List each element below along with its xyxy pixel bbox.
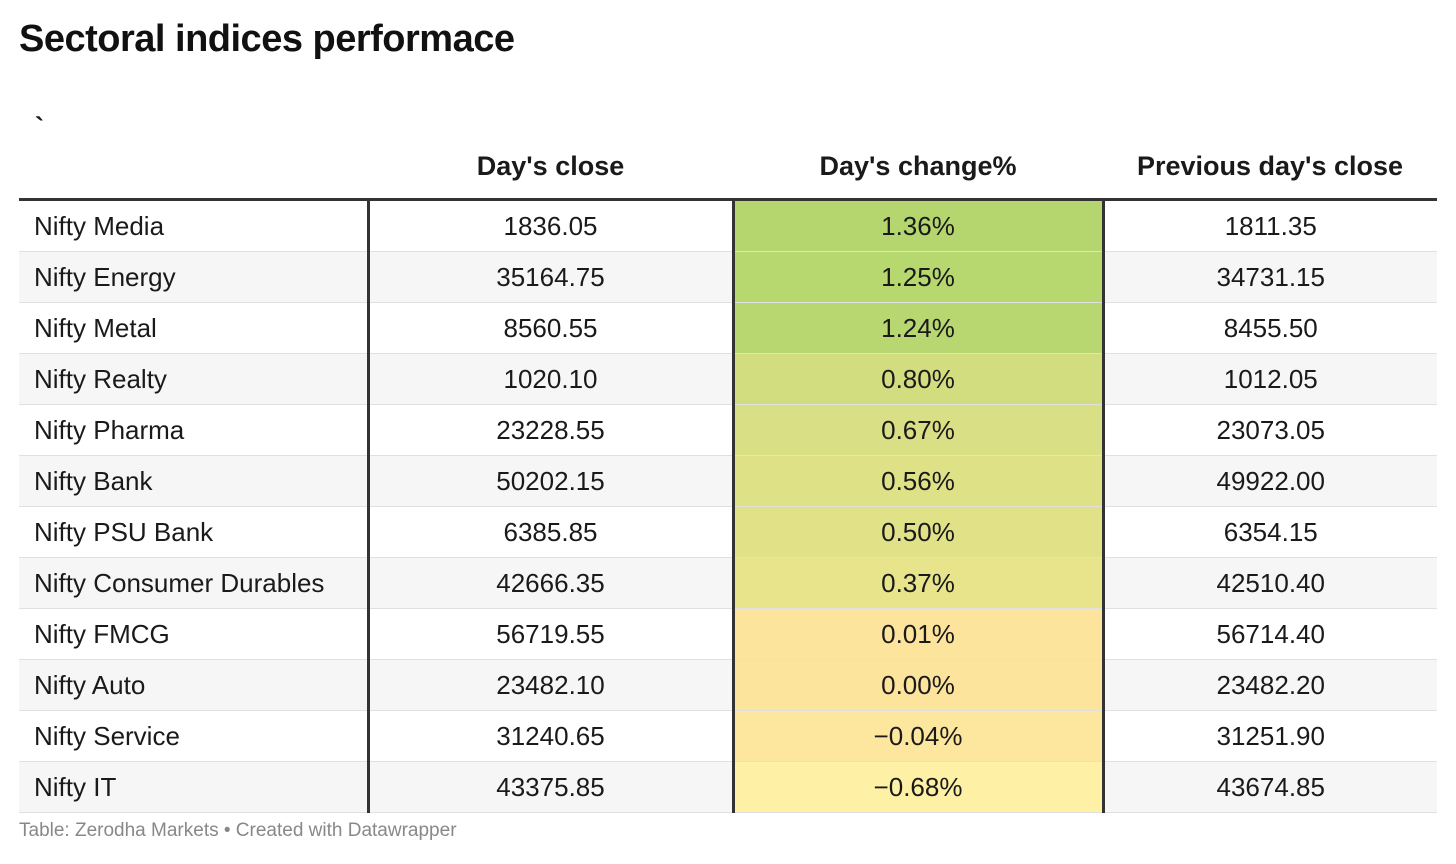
previous-close-cell: 8455.50 (1103, 302, 1437, 354)
table-row: Nifty Realty 1020.10 0.80% 1012.05 (19, 353, 1437, 405)
sector-name-cell: Nifty Service (19, 710, 370, 762)
previous-close-cell: 6354.15 (1103, 506, 1437, 558)
days-close-cell: 8560.55 (368, 302, 735, 354)
previous-close-cell: 23073.05 (1103, 404, 1437, 456)
days-change-cell: 0.37% (733, 557, 1105, 609)
data-table-container: ` Day's close Day's change% Previous day… (19, 98, 1437, 813)
source-footer: Table: Zerodha Markets • Created with Da… (19, 820, 457, 841)
column-header-days-change[interactable]: Day's change% (733, 98, 1103, 201)
table-row: Nifty Energy 35164.75 1.25% 34731.15 (19, 251, 1437, 303)
previous-close-cell: 34731.15 (1103, 251, 1437, 303)
previous-close-cell: 31251.90 (1103, 710, 1437, 762)
days-close-cell: 35164.75 (368, 251, 735, 303)
previous-close-cell: 1811.35 (1103, 199, 1437, 252)
column-header-name[interactable]: ` (19, 98, 368, 201)
sector-name-cell: Nifty IT (19, 761, 370, 813)
days-close-cell: 6385.85 (368, 506, 735, 558)
days-close-cell: 43375.85 (368, 761, 735, 813)
table-row: Nifty PSU Bank 6385.85 0.50% 6354.15 (19, 506, 1437, 558)
previous-close-cell: 56714.40 (1103, 608, 1437, 660)
table-body: Nifty Media 1836.05 1.36% 1811.35 Nifty Ener… (19, 199, 1437, 813)
days-close-cell: 1836.05 (368, 199, 735, 252)
sector-name-cell: Nifty Consumer Durables (19, 557, 370, 609)
column-header-days-close[interactable]: Day's close (368, 98, 733, 201)
days-change-cell: 1.36% (733, 199, 1105, 252)
sector-name-cell: Nifty Metal (19, 302, 370, 354)
days-close-cell: 23228.55 (368, 404, 735, 456)
days-close-cell: 1020.10 (368, 353, 735, 405)
sector-name-cell: Nifty Energy (19, 251, 370, 303)
days-change-cell: 1.24% (733, 302, 1105, 354)
table-row: Nifty Auto 23482.10 0.00% 23482.20 (19, 659, 1437, 711)
table-row: Nifty Service 31240.65 −0.04% 31251.90 (19, 710, 1437, 762)
sector-name-cell: Nifty Bank (19, 455, 370, 507)
days-change-cell: 0.01% (733, 608, 1105, 660)
table-row: Nifty Bank 50202.15 0.56% 49922.00 (19, 455, 1437, 507)
days-change-cell: −0.68% (733, 761, 1105, 813)
previous-close-cell: 23482.20 (1103, 659, 1437, 711)
table-row: Nifty FMCG 56719.55 0.01% 56714.40 (19, 608, 1437, 660)
sector-name-cell: Nifty PSU Bank (19, 506, 370, 558)
chart-title: Sectoral indices performace (19, 18, 515, 60)
sector-name-cell: Nifty FMCG (19, 608, 370, 660)
days-close-cell: 42666.35 (368, 557, 735, 609)
days-close-cell: 56719.55 (368, 608, 735, 660)
sector-name-cell: Nifty Pharma (19, 404, 370, 456)
days-change-cell: 0.80% (733, 353, 1105, 405)
table-row: Nifty Pharma 23228.55 0.67% 23073.05 (19, 404, 1437, 456)
previous-close-cell: 42510.40 (1103, 557, 1437, 609)
days-close-cell: 31240.65 (368, 710, 735, 762)
table-row: Nifty IT 43375.85 −0.68% 43674.85 (19, 761, 1437, 813)
days-change-cell: 0.00% (733, 659, 1105, 711)
sector-name-cell: Nifty Media (19, 199, 370, 252)
days-close-cell: 50202.15 (368, 455, 735, 507)
days-change-cell: 0.50% (733, 506, 1105, 558)
table-row: Nifty Metal 8560.55 1.24% 8455.50 (19, 302, 1437, 354)
previous-close-cell: 43674.85 (1103, 761, 1437, 813)
table-row: Nifty Consumer Durables 42666.35 0.37% 4251… (19, 557, 1437, 609)
sector-name-cell: Nifty Realty (19, 353, 370, 405)
sector-table: ` Day's close Day's change% Previous day… (19, 98, 1437, 813)
sector-name-cell: Nifty Auto (19, 659, 370, 711)
days-change-cell: −0.04% (733, 710, 1105, 762)
days-change-cell: 0.67% (733, 404, 1105, 456)
previous-close-cell: 1012.05 (1103, 353, 1437, 405)
previous-close-cell: 49922.00 (1103, 455, 1437, 507)
table-row: Nifty Media 1836.05 1.36% 1811.35 (19, 199, 1437, 252)
days-close-cell: 23482.10 (368, 659, 735, 711)
column-header-previous-close[interactable]: Previous day's close (1103, 98, 1437, 201)
days-change-cell: 0.56% (733, 455, 1105, 507)
days-change-cell: 1.25% (733, 251, 1105, 303)
header-row: ` Day's close Day's change% Previous day… (19, 98, 1437, 201)
